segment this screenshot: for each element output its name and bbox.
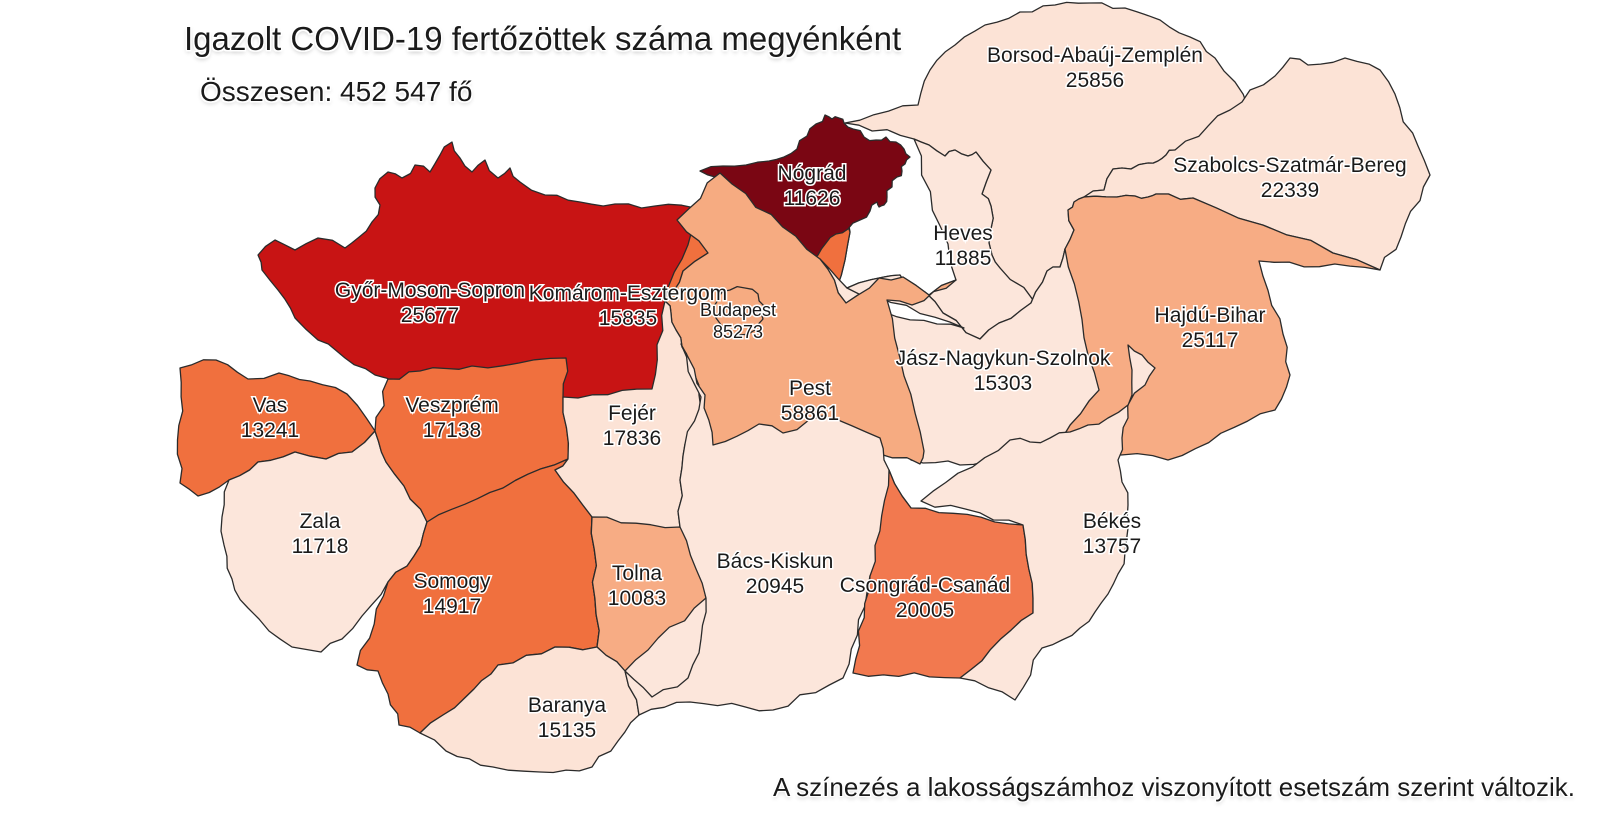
- svg-text:25856: 25856: [1066, 69, 1124, 92]
- svg-text:25117: 25117: [1182, 329, 1239, 352]
- svg-text:Somogy: Somogy: [413, 570, 491, 593]
- svg-text:20005: 20005: [896, 599, 954, 622]
- svg-text:85273: 85273: [713, 322, 763, 342]
- svg-text:Bács-Kiskun: Bács-Kiskun: [717, 550, 834, 573]
- svg-text:13757: 13757: [1083, 535, 1141, 558]
- svg-text:22339: 22339: [1261, 179, 1319, 202]
- svg-text:Szabolcs-Szatmár-Bereg: Szabolcs-Szatmár-Bereg: [1173, 154, 1406, 177]
- svg-text:Békés: Békés: [1083, 510, 1141, 533]
- svg-text:Hajdú-Bihar: Hajdú-Bihar: [1155, 304, 1266, 327]
- svg-text:Borsod-Abaúj-Zemplén: Borsod-Abaúj-Zemplén: [987, 44, 1203, 67]
- svg-text:Vas: Vas: [253, 394, 288, 417]
- svg-text:Tolna: Tolna: [612, 562, 663, 585]
- svg-text:Nógrád: Nógrád: [778, 162, 847, 185]
- svg-text:Jász-Nagykun-Szolnok: Jász-Nagykun-Szolnok: [896, 347, 1111, 370]
- svg-text:Csongrád-Csanád: Csongrád-Csanád: [840, 574, 1010, 597]
- svg-text:15135: 15135: [538, 719, 596, 742]
- svg-text:Zala: Zala: [300, 510, 341, 533]
- svg-text:Baranya: Baranya: [528, 694, 607, 717]
- svg-text:Fejér: Fejér: [608, 402, 656, 425]
- svg-text:17138: 17138: [423, 419, 481, 442]
- svg-text:Komárom-Esztergom: Komárom-Esztergom: [529, 282, 727, 305]
- svg-text:15835: 15835: [599, 307, 657, 330]
- svg-text:25677: 25677: [401, 304, 459, 327]
- svg-text:Győr-Moson-Sopron: Győr-Moson-Sopron: [335, 279, 525, 302]
- svg-text:Heves: Heves: [933, 222, 993, 245]
- svg-text:17836: 17836: [603, 427, 661, 450]
- svg-text:10083: 10083: [608, 587, 666, 610]
- svg-text:20945: 20945: [746, 575, 804, 598]
- svg-text:11626: 11626: [784, 187, 841, 210]
- svg-text:Pest: Pest: [789, 377, 831, 400]
- svg-text:15303: 15303: [974, 372, 1032, 395]
- svg-text:14917: 14917: [423, 595, 481, 618]
- svg-text:13241: 13241: [241, 419, 299, 442]
- svg-text:11885: 11885: [935, 247, 992, 270]
- svg-text:58861: 58861: [781, 402, 839, 425]
- svg-text:Veszprém: Veszprém: [405, 394, 498, 417]
- svg-text:11718: 11718: [292, 535, 349, 558]
- svg-text:Budapest: Budapest: [700, 300, 776, 320]
